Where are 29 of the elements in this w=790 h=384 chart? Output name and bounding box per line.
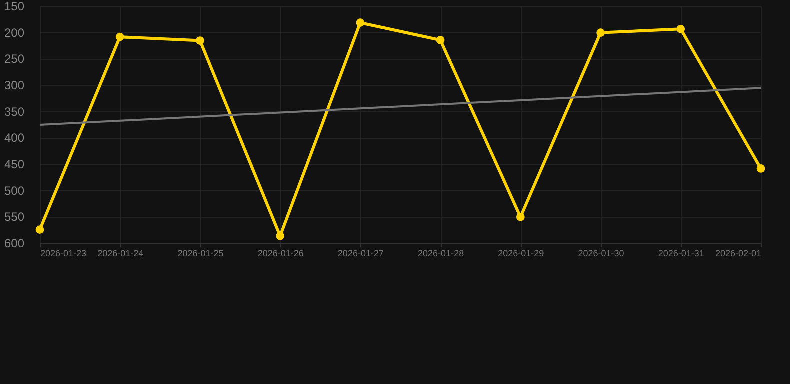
point <box>356 18 365 28</box>
point <box>436 36 445 44</box>
y-tick-label: 250 <box>4 52 25 66</box>
x-tick-label: 2026-01-28 <box>418 248 464 258</box>
x-tick-label: 2026-01-25 <box>178 248 224 258</box>
point <box>756 164 766 173</box>
point <box>36 226 44 234</box>
y-tick-label: 300 <box>4 78 25 92</box>
x-tick-label: 2026-01-24 <box>98 248 144 258</box>
y-tick-label: 150 <box>4 0 25 14</box>
x-tick-label: 2026-01-29 <box>498 248 544 258</box>
point <box>516 213 525 222</box>
x-tick-label: 2026-01-31 <box>658 248 704 258</box>
y-tick-label: 400 <box>4 131 25 146</box>
x-tick-label: 2026-02-01 <box>715 248 762 258</box>
y-tick-label: 500 <box>4 184 25 198</box>
y-tick-label: 550 <box>4 210 25 224</box>
x-tick-label: 2026-01-26 <box>258 248 304 258</box>
y-tick-label: 600 <box>4 236 25 250</box>
point <box>676 25 686 34</box>
y-tick-label: 450 <box>4 158 25 172</box>
x-tick-label: 2026-01-23 <box>40 248 87 258</box>
x-tick-label: 2026-01-30 <box>578 248 624 258</box>
point <box>596 28 605 38</box>
y-tick-label: 200 <box>4 26 25 40</box>
point <box>116 32 124 42</box>
point <box>196 36 204 45</box>
y-tick-label: 350 <box>4 104 25 119</box>
x-tick-label: 2026-01-27 <box>338 248 384 258</box>
